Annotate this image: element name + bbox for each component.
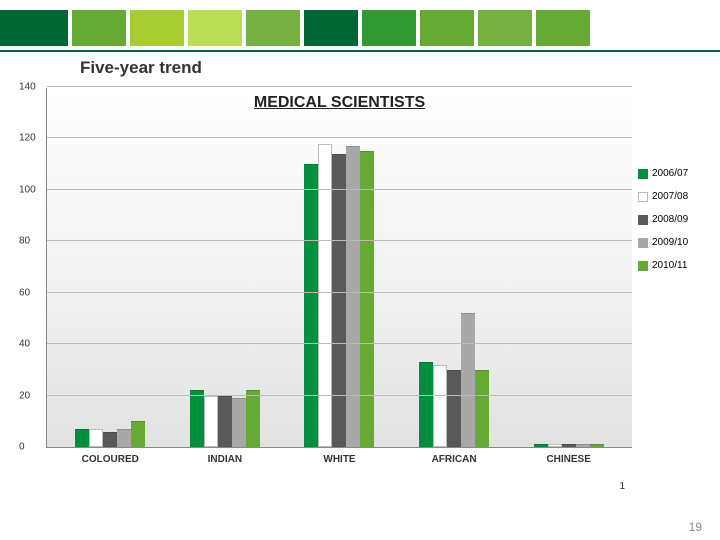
gridline: [47, 395, 632, 396]
bar: [447, 370, 461, 447]
page-number: 19: [689, 520, 702, 534]
bar: [461, 313, 475, 447]
x-label: CHINESE: [524, 454, 614, 465]
y-tick: 0: [19, 442, 25, 453]
slide-subtitle: Five-year trend: [18, 52, 702, 88]
legend-label: 2008/09: [652, 214, 688, 225]
gridline: [47, 292, 632, 293]
legend-item: 2008/09: [638, 214, 702, 225]
bar: [419, 362, 433, 447]
legend-label: 2010/11: [652, 260, 687, 271]
bar-group: [190, 390, 260, 447]
bar: [103, 432, 117, 447]
y-tick: 120: [19, 133, 36, 144]
header-block: [0, 10, 68, 46]
gridline: [47, 343, 632, 344]
legend-item: 2010/11: [638, 260, 702, 271]
header-block: [536, 10, 590, 46]
header-color-blocks: [0, 0, 720, 52]
legend-swatch: [638, 238, 648, 248]
bar: [232, 398, 246, 447]
y-tick: 60: [19, 287, 30, 298]
legend-swatch: [638, 192, 648, 202]
y-tick: 80: [19, 236, 30, 247]
bar: [304, 164, 318, 447]
legend: 2006/07 2007/08 2008/09 2009/10 2010/11: [632, 88, 702, 488]
legend-item: 2006/07: [638, 168, 702, 179]
legend-swatch: [638, 169, 648, 179]
legend-item: 2007/08: [638, 191, 702, 202]
legend-label: 2006/07: [652, 168, 688, 179]
legend-label: 2007/08: [652, 191, 688, 202]
x-label: INDIAN: [180, 454, 270, 465]
header-block: [72, 10, 126, 46]
bar: [332, 154, 346, 447]
x-axis-labels: COLOURED INDIAN WHITE AFRICAN CHINESE: [47, 454, 632, 465]
legend-swatch: [638, 215, 648, 225]
bar: [246, 390, 260, 447]
plot-area: MEDICAL SCIENTISTS COLOUREDINDIANWHITEAF…: [46, 88, 632, 448]
gridline: [47, 86, 632, 87]
gridline: [47, 189, 632, 190]
bar: [89, 429, 103, 447]
bar: [117, 429, 131, 447]
chart-container: MEDICAL SCIENTISTS COLOUREDINDIANWHITEAF…: [18, 88, 702, 488]
header-block: [362, 10, 416, 46]
x-label: COLOURED: [65, 454, 155, 465]
bar-group: [534, 444, 604, 447]
legend-item: 2009/10: [638, 237, 702, 248]
header-block: [420, 10, 474, 46]
bar: [548, 444, 562, 447]
bar: [590, 444, 604, 447]
data-label-callout: 1: [619, 481, 625, 492]
y-tick: 140: [19, 82, 36, 93]
gridline: [47, 240, 632, 241]
bar-group: [75, 421, 145, 447]
header-block: [304, 10, 358, 46]
bar: [360, 151, 374, 447]
bar-groups: [47, 88, 632, 447]
bar: [346, 146, 360, 447]
y-tick: 20: [19, 390, 30, 401]
bar: [218, 396, 232, 447]
header-block: [130, 10, 184, 46]
gridline: [47, 137, 632, 138]
bar: [190, 390, 204, 447]
header-block: [188, 10, 242, 46]
header-block: [478, 10, 532, 46]
bar-group: [419, 313, 489, 447]
y-tick: 40: [19, 339, 30, 350]
legend-swatch: [638, 261, 648, 271]
y-tick: 100: [19, 184, 36, 195]
bar: [204, 396, 218, 447]
x-label: WHITE: [294, 454, 384, 465]
bar: [475, 370, 489, 447]
bar: [534, 444, 548, 447]
x-label: AFRICAN: [409, 454, 499, 465]
legend-label: 2009/10: [652, 237, 688, 248]
header-block: [246, 10, 300, 46]
bar: [75, 429, 89, 447]
bar: [131, 421, 145, 447]
bar: [576, 444, 590, 447]
bar: [433, 365, 447, 447]
bar: [562, 444, 576, 447]
